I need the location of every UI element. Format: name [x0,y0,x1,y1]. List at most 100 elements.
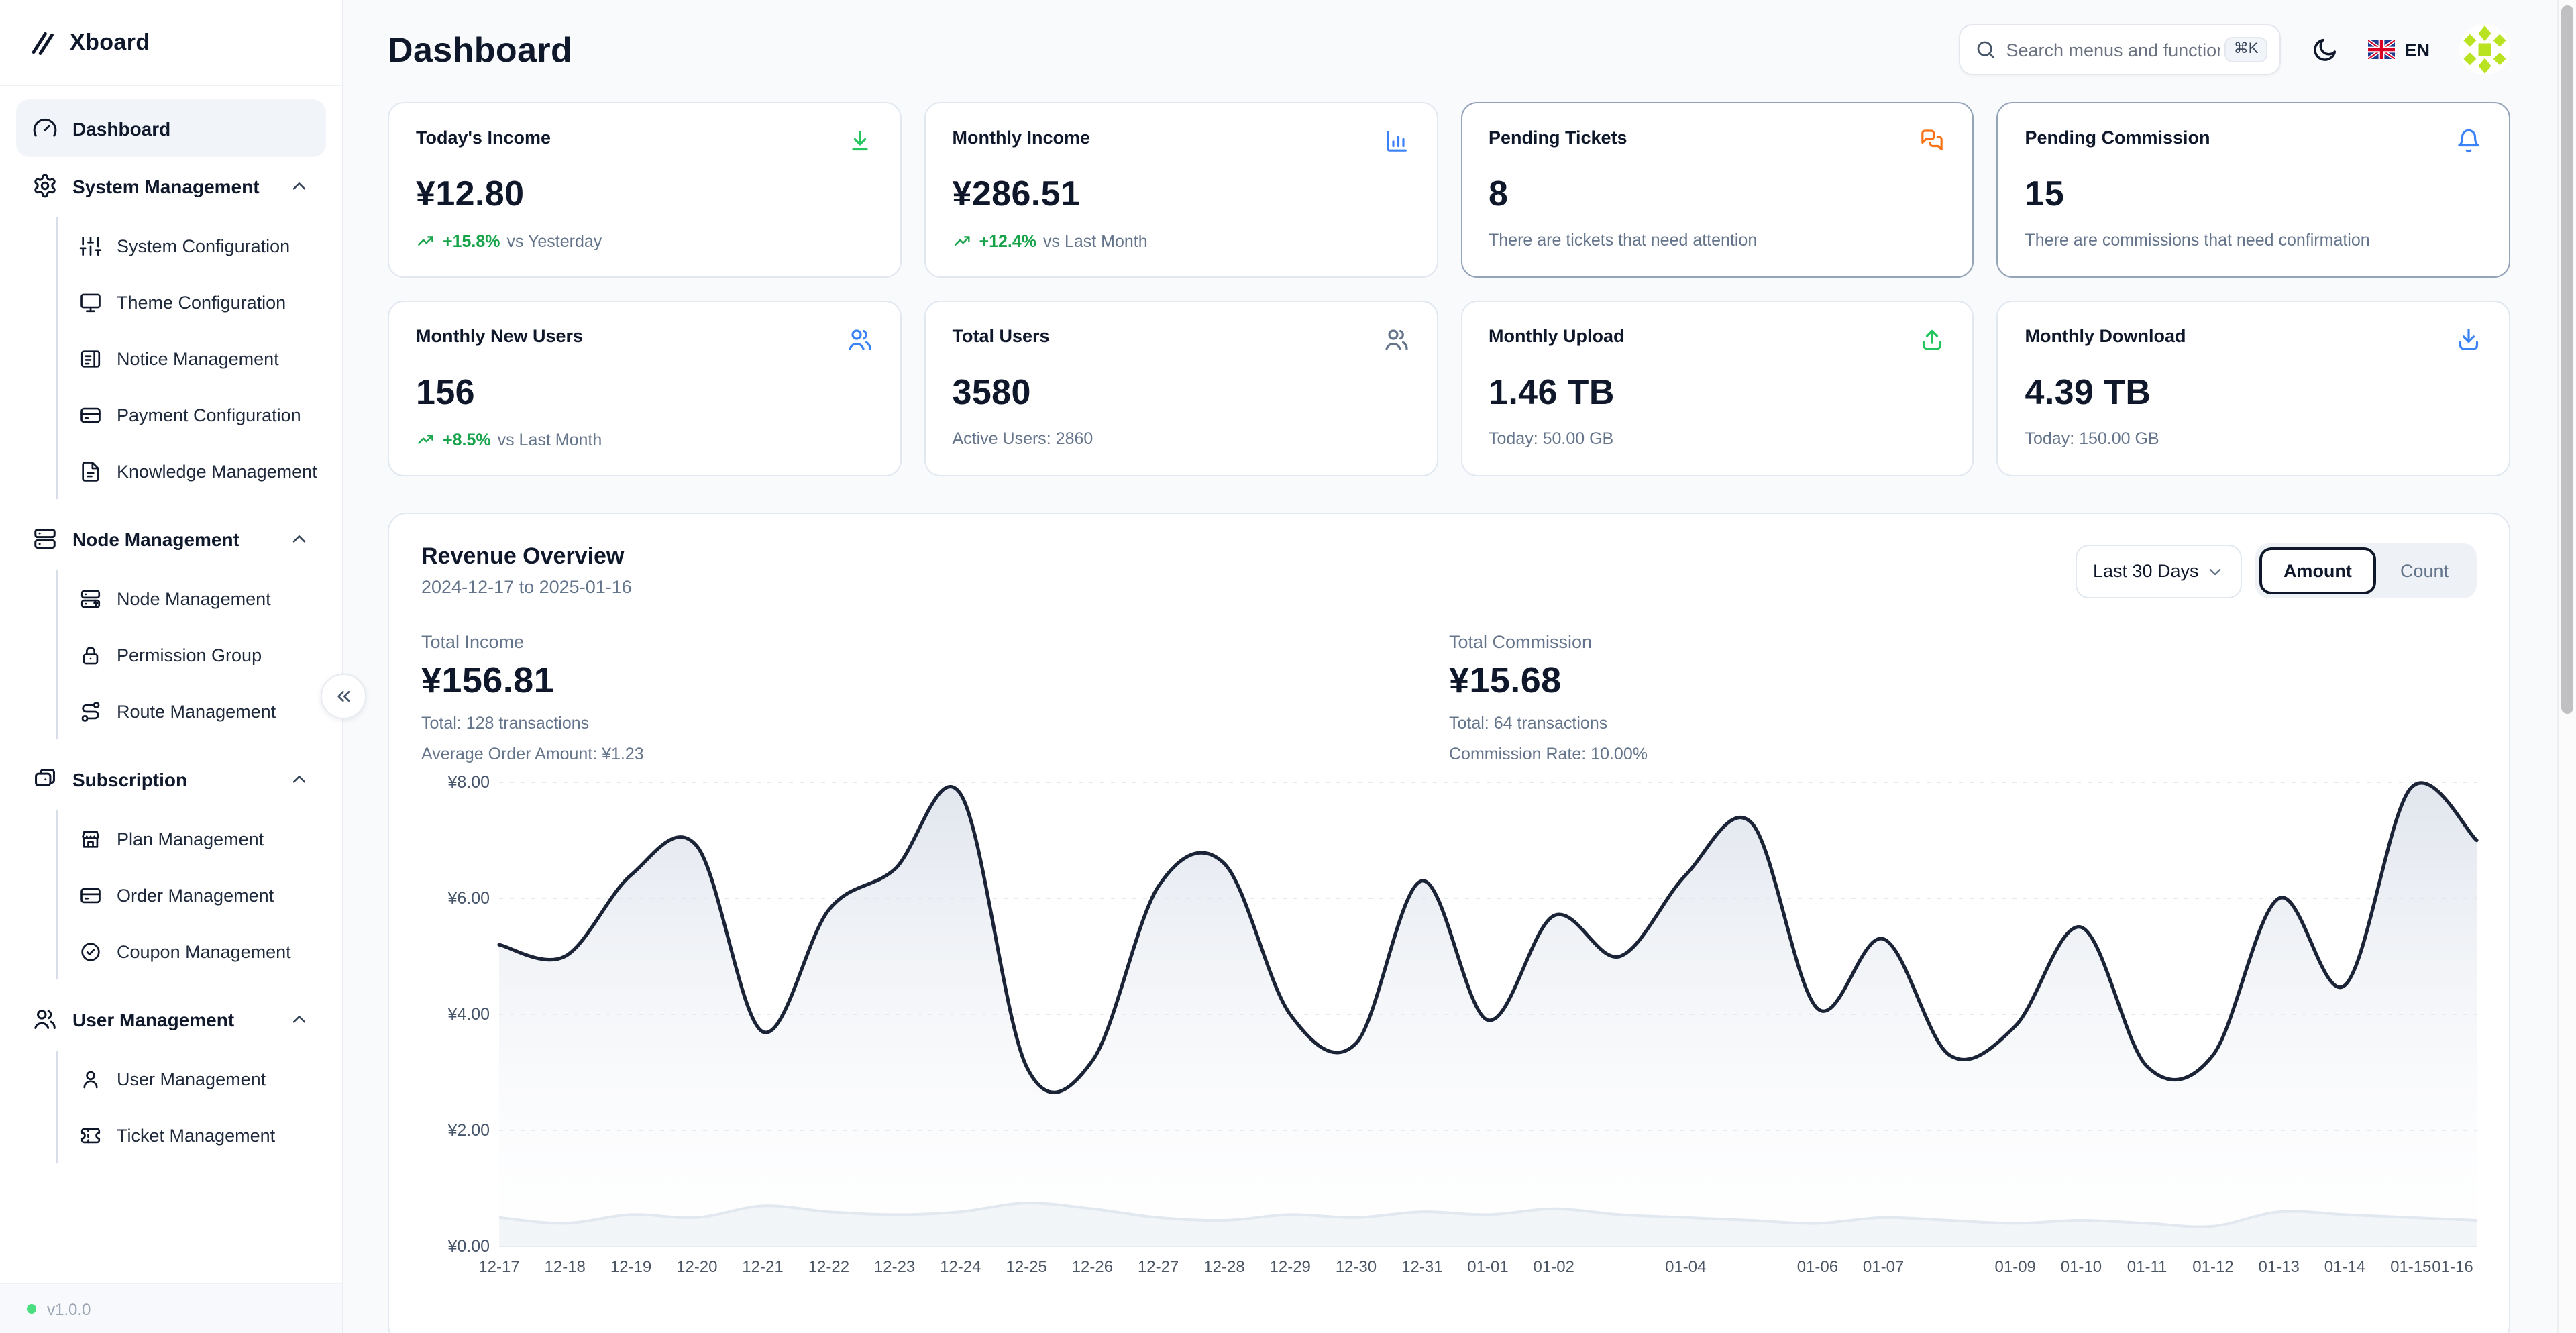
svg-text:12-30: 12-30 [1336,1258,1377,1276]
credit-card-icon [79,884,102,906]
sidebar-subitem-payment-configuration[interactable]: Payment Configuration [58,386,326,443]
app-version: v1.0.0 [47,1299,91,1318]
svg-text:12-31: 12-31 [1401,1258,1442,1276]
language-label: EN [2404,40,2430,60]
sidebar-item-label: Node Management [72,528,239,549]
period-select-value: Last 30 Days [2092,561,2198,581]
gear-icon [32,173,58,199]
stat-card-value: ¥12.80 [416,173,525,213]
gauge-icon [32,115,58,141]
sidebar-subitem-order-management[interactable]: Order Management [58,867,326,923]
mode-count-button[interactable]: Count [2400,561,2449,581]
newspaper-icon [79,347,102,370]
stat-card-value: 15 [2025,173,2065,213]
stat-card-today-s-income: Today's Income ¥12.80 +15.8% vs Yesterday [388,102,902,278]
stat-card-value: ¥286.51 [952,173,1081,213]
trend-suffix: vs Last Month [1043,231,1148,250]
svg-text:01-04: 01-04 [1665,1258,1706,1276]
file-text-icon [79,460,102,482]
sidebar-submenu: Node Management Permission Group Route Man… [56,570,326,739]
svg-text:12-19: 12-19 [610,1258,651,1276]
sidebar-subitem-knowledge-management[interactable]: Knowledge Management [58,443,326,499]
svg-text:¥0.00: ¥0.00 [447,1237,490,1256]
sidebar-subitem-label: Ticket Management [117,1125,276,1145]
sidebar-item-node-management[interactable]: Node Management [16,510,326,568]
sidebar-subitem-label: Payment Configuration [117,405,301,425]
trend-badge: +12.4% [953,231,1036,251]
sidebar-item-system-management[interactable]: System Management [16,157,326,215]
svg-text:01-01: 01-01 [1467,1258,1508,1276]
search-icon [1975,39,1996,60]
sidebar-subitem-plan-management[interactable]: Plan Management [58,810,326,867]
sidebar-collapse-button[interactable] [321,674,366,719]
stat-card-pending-commission: Pending Commission 15 There are commission… [1996,102,2510,278]
sidebar-item-subscription[interactable]: Subscription [16,750,326,808]
sidebar-subitem-ticket-management[interactable]: Ticket Management [58,1107,326,1163]
stat-card-title: Monthly Upload [1489,326,1625,346]
stat-card-subtext: +8.5% vs Last Month [416,429,873,449]
sidebar-subitem-theme-configuration[interactable]: Theme Configuration [58,274,326,330]
revenue-date-range: 2024-12-17 to 2025-01-16 [421,577,632,597]
chevron-up-icon [288,1008,310,1030]
sidebar-subitem-system-configuration[interactable]: System Configuration [58,217,326,274]
revenue-chart-svg: ¥0.00 ¥2.00 ¥4.00 ¥6.00 ¥8.00 12-17 12-18 12-19… [447,773,2479,1276]
sidebar-item-user-management[interactable]: User Management [16,990,326,1048]
stat-card-title: Monthly Income [952,127,1091,148]
stat-card-subtext: +15.8% vs Yesterday [416,231,873,251]
ticket-icon [79,1124,102,1147]
trend-suffix: vs Yesterday [506,231,602,250]
download-line-icon [847,127,873,154]
svg-text:01-16: 01-16 [2432,1258,2473,1276]
sidebar-footer: v1.0.0 [0,1283,342,1333]
sidebar-item-label: Subscription [72,768,188,790]
svg-text:01-14: 01-14 [2324,1258,2365,1276]
trend-badge: +15.8% [416,231,500,251]
stat-card-value: 156 [416,372,475,412]
uk-flag-icon [2368,40,2396,59]
sidebar-subitem-permission-group[interactable]: Permission Group [58,627,326,683]
stat-card-title: Today's Income [416,127,551,148]
store-icon [79,827,102,850]
mode-amount-button[interactable]: Amount [2259,547,2376,594]
sidebar-subitem-node-management[interactable]: Node Management [58,570,326,627]
svg-text:01-06: 01-06 [1797,1258,1838,1276]
sidebar: Xboard Dashboard System Management System … [0,0,343,1333]
svg-text:12-21: 12-21 [742,1258,783,1276]
dark-mode-toggle[interactable] [2310,36,2339,64]
scrollbar-thumb[interactable] [2561,5,2573,714]
language-selector[interactable]: EN [2368,40,2430,60]
mode-toggle-group: Amount Count [2255,543,2477,598]
svg-text:01-02: 01-02 [1534,1258,1574,1276]
sidebar-subitem-notice-management[interactable]: Notice Management [58,330,326,386]
svg-text:12-26: 12-26 [1072,1258,1113,1276]
scrollbar-track[interactable] [2557,0,2576,1333]
sidebar-subitem-coupon-management[interactable]: Coupon Management [58,923,326,979]
logo-slashes-icon [27,28,56,57]
badge-check-icon [79,940,102,963]
stat-card-header: Monthly Download [2025,326,2483,353]
total-commission-value: ¥15.68 [1449,660,1562,700]
commission-rate: Commission Rate: 10.00% [1449,745,1648,763]
sidebar-subitem-label: Permission Group [117,645,262,665]
total-income-block: Total Income ¥156.81 Total: 128 transact… [421,632,1449,763]
sidebar-submenu: Plan Management Order Management Coupon Ma… [56,810,326,979]
svg-text:12-29: 12-29 [1270,1258,1311,1276]
stat-card-subtext: Today: 150.00 GB [2025,429,2483,448]
stat-card-subtext: +12.4% vs Last Month [953,231,1410,251]
stat-card-title: Total Users [952,326,1050,346]
lock-icon [79,643,102,666]
stat-card-header: Monthly Income [953,127,1410,154]
total-income-label: Total Income [421,632,525,652]
status-dot [27,1304,36,1314]
sidebar-menu: Dashboard System Management System Configu… [0,86,342,1163]
stat-card-subtext: There are commissions that need confirma… [2025,231,2483,250]
stat-card-title: Monthly New Users [416,326,584,346]
period-select[interactable]: Last 30 Days [2075,544,2242,598]
stat-card-subtitle: Today: 50.00 GB [1489,429,1614,448]
sidebar-subitem-label: Route Management [117,701,276,721]
sidebar-item-dashboard[interactable]: Dashboard [16,99,326,157]
sidebar-subitem-route-management[interactable]: Route Management [58,683,326,739]
avatar[interactable] [2459,24,2510,75]
sidebar-subitem-label: Node Management [117,588,271,608]
sidebar-subitem-user-management[interactable]: User Management [58,1051,326,1107]
